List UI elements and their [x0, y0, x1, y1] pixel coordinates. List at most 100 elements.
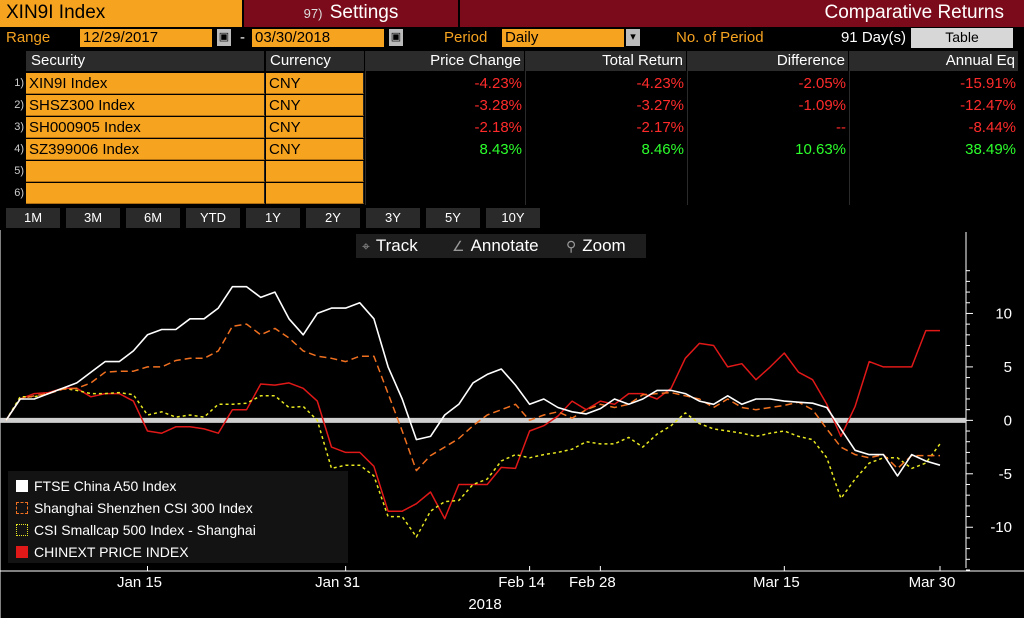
annual-eq-cell: 38.49%: [965, 141, 1016, 158]
price-change-cell: -2.18%: [474, 119, 522, 136]
tool-label: Annotate: [470, 236, 539, 255]
period-select[interactable]: Daily: [502, 29, 624, 47]
page-title: Comparative Returns: [460, 0, 1024, 27]
crosshair-icon: ⌖: [362, 238, 370, 254]
comparative-returns-chart[interactable]: 10 5 0 -5 -10 Jan 15 Jan 31 Feb 14 Feb 28 Mar 15 M…: [0, 230, 1024, 618]
legend-label: CHINEXT PRICE INDEX: [34, 544, 189, 560]
period-button-6m[interactable]: 6M: [126, 208, 180, 228]
security-cell[interactable]: SHSZ300 Index: [26, 95, 265, 116]
security-cell[interactable]: [26, 183, 265, 204]
period-button-ytd[interactable]: YTD: [186, 208, 240, 228]
y-tick-label: -10: [990, 519, 1012, 536]
legend-swatch: [16, 502, 28, 514]
column-header[interactable]: Security: [26, 51, 264, 71]
period-button-3y[interactable]: 3Y: [366, 208, 420, 228]
period-button-5y[interactable]: 5Y: [426, 208, 480, 228]
series-line-shanghai-shenzhen-csi-300-index[interactable]: [5, 323, 940, 472]
y-tick-label: -5: [999, 466, 1012, 483]
start-date-input[interactable]: 12/29/2017: [80, 29, 212, 47]
price-change-cell: 8.43%: [479, 141, 522, 158]
legend-item[interactable]: CSI Smallcap 500 Index - Shanghai: [8, 520, 348, 540]
total-return-cell: 8.46%: [641, 141, 684, 158]
currency-cell[interactable]: [266, 183, 364, 204]
x-tick-label: Mar 15: [753, 574, 800, 591]
legend-swatch: [16, 480, 28, 492]
ticker-field[interactable]: XIN9I Index: [0, 0, 242, 27]
difference-cell: 10.63%: [795, 141, 846, 158]
tool-label: Track: [375, 236, 418, 255]
legend-item[interactable]: CHINEXT PRICE INDEX: [8, 542, 348, 562]
num-period-label: No. of Period: [676, 29, 764, 46]
y-tick-label: 5: [1004, 359, 1012, 376]
legend-item[interactable]: FTSE China A50 Index: [8, 476, 348, 496]
column-divider: [365, 51, 366, 205]
tool-track[interactable]: ⌖ Track: [362, 234, 418, 258]
series-line-csi-smallcap-500-index-shanghai[interactable]: [5, 387, 941, 538]
tool-annotate[interactable]: ∠ Annotate: [452, 234, 539, 258]
legend-item[interactable]: Shanghai Shenzhen CSI 300 Index: [8, 498, 348, 518]
column-header[interactable]: Currency: [266, 51, 364, 71]
currency-cell[interactable]: CNY: [266, 73, 364, 94]
range-label: Range: [6, 29, 51, 46]
chevron-down-icon[interactable]: ▾: [626, 29, 640, 46]
row-number: 4): [14, 143, 24, 155]
tool-label: Zoom: [582, 236, 626, 255]
difference-cell: [688, 183, 848, 204]
settings-button[interactable]: 97) Settings: [244, 0, 458, 27]
y-tick-label: 10: [995, 305, 1012, 322]
table-button[interactable]: Table: [911, 28, 1013, 48]
column-header[interactable]: Total Return: [526, 51, 686, 71]
period-label: Period: [444, 29, 488, 46]
series-line-ftse-china-a50-index[interactable]: [5, 285, 941, 477]
total-return-cell: -3.27%: [636, 97, 684, 114]
total-return-cell: [526, 183, 686, 204]
annual-eq-cell: [850, 161, 1018, 182]
period-button-1m[interactable]: 1M: [6, 208, 60, 228]
row-number: 2): [14, 99, 24, 111]
security-cell[interactable]: SZ399006 Index: [26, 139, 265, 160]
price-change-cell: -3.28%: [474, 97, 522, 114]
num-period-value[interactable]: 91 Day(s): [840, 29, 906, 46]
date-dash: -: [240, 29, 245, 46]
currency-cell[interactable]: [266, 161, 364, 182]
total-return-cell: -2.17%: [636, 119, 684, 136]
security-cell[interactable]: XIN9I Index: [26, 73, 265, 94]
ticker-text: XIN9I Index: [6, 2, 106, 23]
legend-swatch: [16, 524, 28, 536]
column-header[interactable]: Price Change: [366, 51, 524, 71]
row-number: 3): [14, 121, 24, 133]
currency-cell[interactable]: CNY: [266, 117, 364, 138]
currency-cell[interactable]: CNY: [266, 139, 364, 160]
column-header[interactable]: Difference: [688, 51, 848, 71]
settings-number: 97): [303, 6, 323, 21]
difference-cell: --: [836, 119, 846, 136]
security-cell[interactable]: [26, 161, 265, 182]
security-cell[interactable]: SH000905 Index: [26, 117, 265, 138]
x-tick-label: Jan 15: [117, 574, 162, 591]
y-tick-label: 0: [1004, 412, 1012, 429]
x-tick-label: Feb 28: [569, 574, 616, 591]
row-number: 6): [14, 187, 24, 199]
column-divider: [687, 51, 688, 205]
end-date-input[interactable]: 03/30/2018: [252, 29, 384, 47]
annual-eq-cell: [850, 183, 1018, 204]
annual-eq-cell: -8.44%: [968, 119, 1016, 136]
price-change-cell: [366, 183, 524, 204]
column-header[interactable]: Annual Eq: [850, 51, 1018, 71]
period-button-1y[interactable]: 1Y: [246, 208, 300, 228]
magnifier-icon: ⚲: [566, 238, 577, 254]
legend-label: FTSE China A50 Index: [34, 478, 177, 494]
tool-zoom[interactable]: ⚲ Zoom: [566, 234, 626, 258]
start-calendar-icon[interactable]: ▣: [217, 29, 231, 46]
pencil-icon: ∠: [452, 238, 465, 254]
period-button-2y[interactable]: 2Y: [306, 208, 360, 228]
total-return-cell: [526, 161, 686, 182]
end-calendar-icon[interactable]: ▣: [389, 29, 403, 46]
period-button-3m[interactable]: 3M: [66, 208, 120, 228]
currency-cell[interactable]: CNY: [266, 95, 364, 116]
price-change-cell: [366, 161, 524, 182]
page-title-text: Comparative Returns: [824, 2, 1004, 23]
series-line-chinext-price-index[interactable]: [5, 329, 940, 520]
column-divider: [849, 51, 850, 205]
period-button-10y[interactable]: 10Y: [486, 208, 540, 228]
